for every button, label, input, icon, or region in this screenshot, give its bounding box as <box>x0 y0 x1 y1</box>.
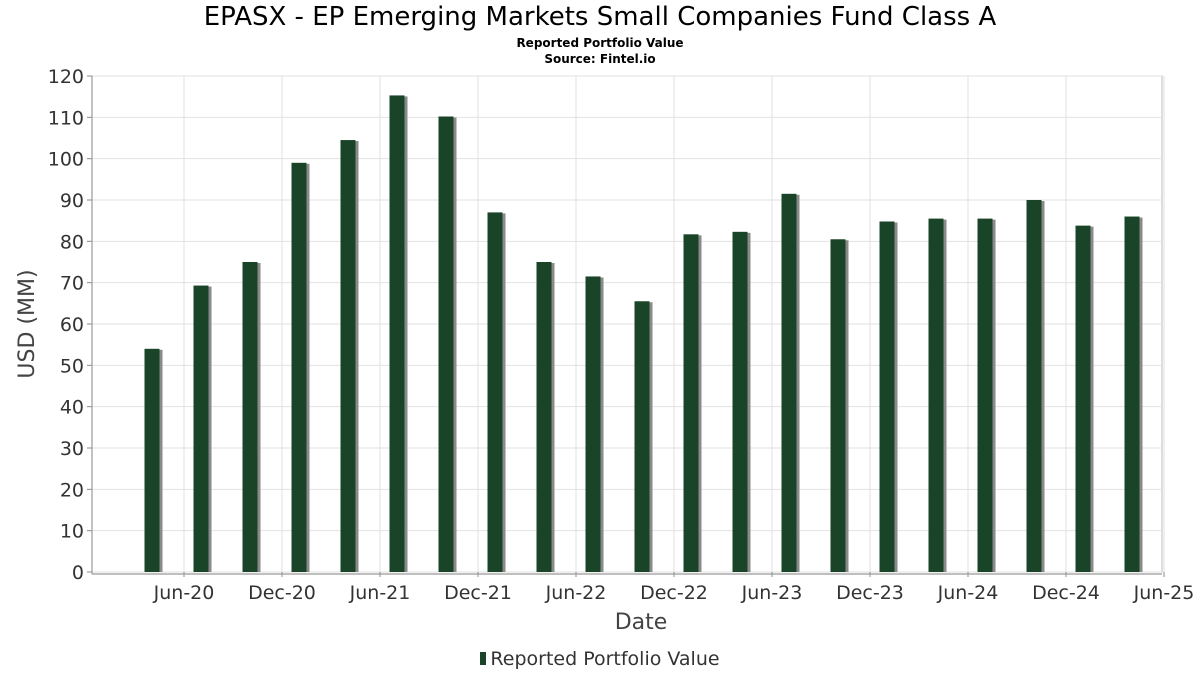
x-tick-label: Jun-20 <box>153 582 215 604</box>
bar <box>340 140 356 573</box>
bar <box>1026 200 1042 572</box>
bar <box>683 234 699 572</box>
bar <box>879 221 895 572</box>
x-tick-label: Dec-20 <box>248 582 316 604</box>
bar <box>732 231 748 572</box>
y-tick-label: 100 <box>48 149 84 171</box>
x-tick-label: Jun-21 <box>349 582 411 604</box>
legend-swatch <box>480 652 487 665</box>
x-tick-label: Jun-25 <box>1133 582 1195 604</box>
bar <box>585 276 601 572</box>
bar <box>193 285 209 572</box>
y-tick-label: 50 <box>60 355 84 377</box>
bar <box>242 262 258 572</box>
y-tick-label: 60 <box>60 314 84 336</box>
x-tick-label: Dec-24 <box>1032 582 1100 604</box>
x-tick-label: Jun-23 <box>741 582 803 604</box>
legend: Reported Portfolio Value <box>0 648 1200 670</box>
chart-subtitle: Reported Portfolio Value <box>516 36 684 50</box>
y-tick-label: 110 <box>48 107 84 129</box>
bar <box>389 95 405 572</box>
x-tick-label: Jun-22 <box>545 582 607 604</box>
bar <box>634 301 650 572</box>
bar <box>1075 225 1091 573</box>
y-tick-label: 40 <box>60 397 84 419</box>
bar <box>438 116 454 573</box>
x-tick-label: Jun-24 <box>937 582 999 604</box>
y-tick-label: 10 <box>60 521 84 543</box>
y-tick-label: 90 <box>60 190 84 212</box>
bar <box>487 212 503 572</box>
bar <box>291 162 307 573</box>
y-tick-label: 0 <box>72 562 84 584</box>
chart-title: EPASX - EP Emerging Markets Small Compan… <box>203 2 997 32</box>
x-tick-label: Dec-22 <box>640 582 708 604</box>
y-tick-label: 80 <box>60 231 84 253</box>
y-tick-label: 120 <box>48 66 84 88</box>
bar <box>830 239 846 572</box>
x-tick-label: Dec-21 <box>444 582 512 604</box>
bar <box>928 218 944 572</box>
x-axis-title: Date <box>615 610 668 635</box>
bar <box>781 193 797 573</box>
y-axis-title: USD (MM) <box>15 269 40 378</box>
bar <box>1124 216 1140 573</box>
chart-source: Source: Fintel.io <box>544 52 656 66</box>
y-tick-label: 30 <box>60 438 84 460</box>
y-tick-label: 70 <box>60 273 84 295</box>
bar <box>977 218 993 572</box>
bar <box>536 262 552 572</box>
bar <box>144 348 160 572</box>
legend-label: Reported Portfolio Value <box>490 648 720 670</box>
x-tick-label: Dec-23 <box>836 582 904 604</box>
y-tick-label: 20 <box>60 479 84 501</box>
